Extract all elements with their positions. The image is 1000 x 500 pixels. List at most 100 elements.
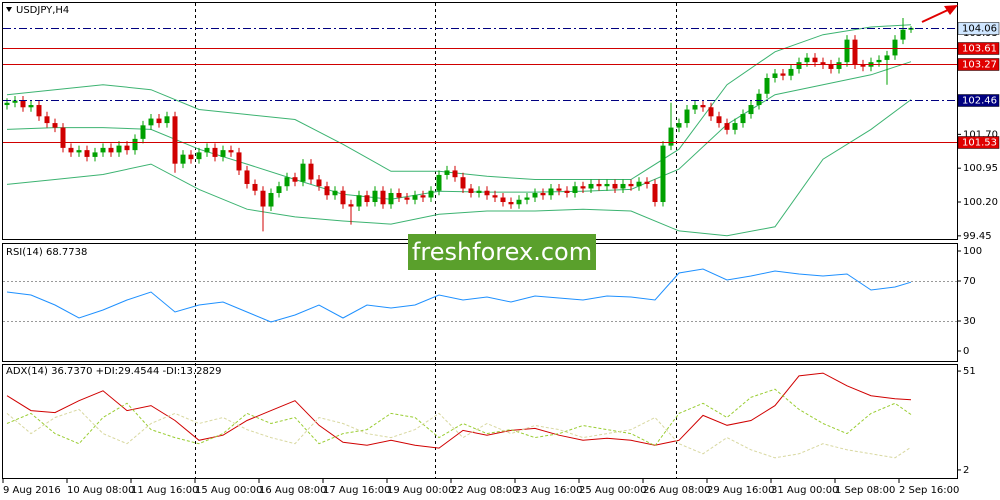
candle-body	[292, 177, 298, 182]
candle-body	[212, 147, 218, 157]
candle-body	[204, 147, 210, 153]
candle-body	[724, 123, 730, 130]
candle-body	[396, 192, 402, 198]
level-label-box	[957, 42, 1000, 55]
candle-body	[172, 116, 178, 164]
x-tick-label: 1 Sep 08:00	[835, 485, 895, 496]
candle-body	[844, 39, 850, 63]
arrow-shaft	[921, 8, 951, 23]
candle-body	[228, 150, 234, 153]
candle-body	[148, 118, 154, 126]
level-label: 104.06	[962, 24, 997, 35]
candle-body	[420, 195, 426, 198]
candle-body	[540, 192, 546, 196]
candle-body	[604, 183, 610, 187]
candle-body	[692, 105, 698, 110]
candle-body	[748, 105, 754, 115]
x-tick-label: 22 Aug 08:00	[451, 485, 518, 496]
candle-body	[676, 123, 682, 128]
x-tick-label: 10 Aug 08:00	[67, 485, 134, 496]
candle-body	[244, 170, 250, 184]
candle-body	[132, 138, 138, 151]
candle-body	[300, 163, 306, 182]
arrow-head	[944, 5, 958, 15]
candle-body	[572, 186, 578, 193]
candle-body	[220, 150, 226, 157]
candle-body	[828, 64, 834, 69]
candle-body	[276, 186, 282, 193]
x-tick-label: 25 Aug 00:00	[579, 485, 646, 496]
x-tick-label: 11 Aug 16:00	[131, 485, 198, 496]
indicator-line	[6, 388, 912, 447]
candle-body	[804, 57, 810, 63]
candle-body	[796, 62, 802, 69]
candle-body	[28, 105, 34, 108]
candle-body	[188, 154, 194, 160]
candle-body	[900, 29, 906, 40]
indicator-line	[6, 408, 912, 459]
candle-body	[516, 199, 522, 205]
candle-body	[308, 163, 314, 180]
candle-body	[36, 105, 42, 117]
candle-body	[636, 181, 642, 187]
candle-body	[20, 100, 26, 108]
candle-body	[12, 100, 18, 103]
candle-body	[764, 77, 770, 94]
candle-body	[252, 183, 258, 191]
x-tick-label: 15 Aug 00:00	[195, 485, 262, 496]
candle-body	[284, 177, 290, 187]
candle-body	[348, 204, 354, 207]
candle-body	[116, 145, 122, 153]
adx-title: ADX(14) 36.7370 +DI:29.4544 -DI:13.2829	[6, 366, 222, 377]
candle-body	[468, 188, 474, 193]
candle-body	[820, 62, 826, 65]
level-label-box	[957, 136, 1000, 149]
candle-body	[612, 183, 618, 189]
candle-body	[700, 105, 706, 108]
y-tick-label: 100.95	[963, 163, 998, 174]
candle-body	[668, 127, 674, 146]
candle-body	[556, 188, 562, 191]
chart-title: USDJPY,H4	[16, 5, 69, 16]
candle-body	[4, 102, 10, 106]
y-tick-label: 100.20	[963, 197, 998, 208]
candle-body	[564, 190, 570, 193]
candle-body	[268, 192, 274, 207]
candle-body	[836, 62, 842, 69]
candle-body	[852, 39, 858, 65]
x-tick-label: 31 Aug 00:00	[771, 485, 838, 496]
y-tick-label: 30	[963, 316, 976, 327]
menu-triangle[interactable]	[6, 7, 12, 12]
candle-body	[708, 107, 714, 117]
y-tick-label: 70	[963, 276, 976, 287]
level-label: 102.46	[962, 96, 997, 107]
candle-body	[380, 190, 386, 205]
candle-body	[76, 150, 82, 153]
candle-body	[476, 190, 482, 193]
level-label-box	[957, 58, 1000, 71]
adx-panel	[2, 364, 958, 479]
plot-layer: 99.45100.20100.95101.70103.20103.95104.0…	[2, 17, 1000, 496]
candle-body	[684, 109, 690, 124]
indicator-line	[6, 372, 912, 449]
candle-body	[532, 192, 538, 198]
candle-body	[644, 181, 650, 184]
candle-body	[164, 116, 170, 124]
candle-body	[236, 152, 242, 171]
candle-body	[652, 183, 658, 203]
candle-body	[892, 39, 898, 56]
x-tick-label: 16 Aug 08:00	[259, 485, 326, 496]
candle-body	[772, 73, 778, 78]
x-tick-label: 29 Aug 16:00	[707, 485, 774, 496]
candle-body	[492, 195, 498, 198]
candle-body	[140, 125, 146, 139]
candle-body	[52, 123, 58, 128]
watermark: freshforex.com	[412, 238, 592, 266]
period-separators	[195, 3, 677, 478]
candle-body	[260, 190, 266, 207]
candle-body	[660, 145, 666, 203]
level-label: 101.53	[962, 138, 997, 149]
indicator-line	[6, 268, 912, 323]
candle-body	[548, 188, 554, 196]
